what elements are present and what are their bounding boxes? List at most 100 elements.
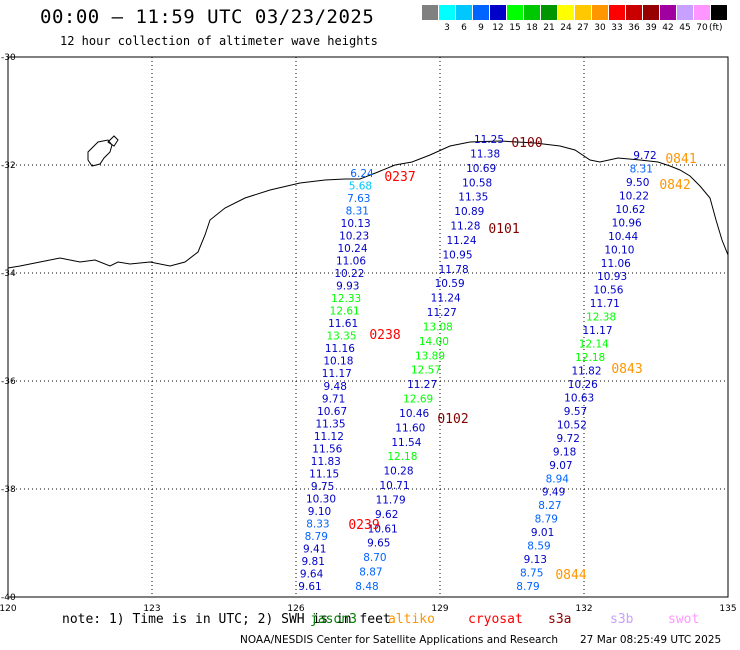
wave-height-value: 9.49: [542, 487, 565, 499]
pass-time-label: 0100: [511, 136, 542, 151]
wave-height-value: 12.69: [403, 394, 433, 406]
wave-height-value: 9.71: [322, 393, 345, 405]
wave-height-value: 10.28: [383, 466, 413, 478]
legend-label: 30: [594, 23, 606, 33]
wave-height-value: 11.35: [458, 192, 488, 204]
legend-swatch: [456, 5, 472, 20]
lon-tick-label: 126: [287, 604, 304, 614]
wave-height-value: 10.58: [462, 177, 492, 189]
wave-height-value: 8.59: [527, 541, 550, 553]
wave-height-value: 12.18: [387, 451, 417, 463]
legend-label: 45: [679, 23, 691, 33]
wave-height-value: 9.81: [302, 556, 325, 568]
lat-tick-label: -30: [1, 53, 16, 63]
wave-height-value: 11.56: [312, 443, 342, 455]
wave-height-value: 13.35: [326, 331, 356, 343]
wave-height-value: 12.18: [575, 352, 605, 364]
wave-height-value: 10.67: [317, 406, 347, 418]
wave-height-value: 9.07: [549, 460, 572, 472]
wave-height-value: 9.01: [531, 527, 554, 539]
gridlines: [8, 57, 728, 597]
legend-swatch: [711, 5, 727, 20]
wave-height-value: 11.61: [328, 318, 358, 330]
satellite-name-swot: swot: [668, 612, 700, 627]
wave-height-value: 9.65: [367, 538, 390, 550]
lon-tick-label: 132: [575, 604, 592, 614]
pass-time-label: 0238: [369, 328, 400, 343]
wave-height-value: 10.13: [341, 218, 371, 230]
wave-height-value: 10.56: [593, 285, 623, 297]
wave-height-value: 11.12: [314, 431, 344, 443]
wave-height-value: 11.78: [439, 264, 469, 276]
satellite-name-s3b: s3b: [610, 612, 634, 627]
satellite-name-s3a: s3a: [548, 612, 572, 627]
wave-height-value: 11.17: [322, 368, 352, 380]
wave-height-value: 12.61: [330, 306, 360, 318]
wave-height-value: 9.57: [564, 406, 587, 418]
wave-height-value: 10.23: [339, 231, 369, 243]
wave-height-value: 9.10: [308, 506, 331, 518]
legend-swatch: [558, 5, 574, 20]
wave-height-value: 9.93: [336, 281, 359, 293]
wave-height-value: 8.87: [359, 567, 382, 579]
axis-tick-labels: 120 123 126 129 132 135 -30 -32 -34 -36 -38 -40: [0, 53, 737, 614]
wave-height-value: 5.68: [349, 181, 372, 193]
footer-note: note: 1) Time is in UTC; 2) SWH is in fe…: [62, 612, 391, 627]
wave-height-value: 10.10: [604, 244, 634, 256]
wave-height-value: 11.82: [571, 366, 601, 378]
wave-height-value: 10.52: [557, 419, 587, 431]
chart-subtitle: 12 hour collection of altimeter wave hei…: [60, 34, 378, 48]
wave-height-value: 11.06: [601, 258, 631, 270]
wave-height-value: 9.41: [303, 544, 326, 556]
wave-height-value: 11.17: [582, 325, 612, 337]
wave-height-value: 9.64: [300, 569, 324, 581]
legend-swatch: [473, 5, 489, 20]
wave-height-value: 12.38: [586, 312, 616, 324]
lat-tick-label: -34: [1, 269, 16, 279]
wave-height-value: 10.61: [368, 523, 398, 535]
legend-swatch: [575, 5, 591, 20]
legend-swatch: [507, 5, 523, 20]
legend-swatch: [439, 5, 455, 20]
wave-height-value: 8.79: [305, 531, 328, 543]
wave-height-value: 8.33: [306, 518, 329, 530]
wave-height-value: 11.24: [446, 235, 476, 247]
wave-height-value: 14.00: [419, 336, 449, 348]
lon-tick-label: 135: [719, 604, 736, 614]
legend-label: 39: [645, 23, 657, 33]
pass-time-label: 0239: [348, 518, 379, 533]
wave-height-value: 8.94: [546, 473, 570, 485]
wave-height-value: 10.44: [608, 231, 638, 243]
wave-height-value: 11.79: [376, 495, 406, 507]
satellite-name-cryosat: cryosat: [468, 612, 523, 627]
wave-height-value: 10.22: [619, 190, 649, 202]
chart-title: 00:00 – 11:59 UTC 03/23/2025: [40, 6, 375, 28]
legend-label: 15: [509, 23, 521, 33]
footer-source: NOAA/NESDIS Center for Satellite Applica…: [240, 634, 558, 646]
lon-tick-label: 123: [143, 604, 160, 614]
altimeter-track: 11.25 11.38 10.69 10.58 11.35 10.89 11.28 11.24…: [355, 134, 504, 593]
legend-label: 42: [662, 23, 674, 33]
pass-time-label: 0842: [659, 178, 690, 193]
pass-time-label: 0101: [488, 222, 519, 237]
legend-swatch: [677, 5, 693, 20]
wave-height-value: 10.62: [615, 204, 645, 216]
legend-swatch: [660, 5, 676, 20]
legend-swatch: [609, 5, 625, 20]
legend-swatch: [694, 5, 710, 20]
wave-height-value: 9.62: [375, 509, 398, 521]
wave-height-value: 10.71: [379, 480, 409, 492]
wave-height-value: 11.28: [450, 221, 480, 233]
wave-height-value: 13.08: [423, 322, 453, 334]
wave-height-value: 10.69: [466, 163, 496, 175]
pass-time-label: 0844: [555, 568, 586, 583]
legend-label: 12: [492, 23, 504, 33]
wave-height-value: 8.70: [363, 552, 386, 564]
wave-height-value: 11.16: [325, 343, 355, 355]
legend-swatch: [643, 5, 659, 20]
wave-height-value: 9.48: [324, 381, 347, 393]
pass-time-labels: 0237 0238 0239 0100 0101 0102 0841 0842 0843 0844: [348, 136, 696, 583]
legend-label: 27: [577, 23, 589, 33]
